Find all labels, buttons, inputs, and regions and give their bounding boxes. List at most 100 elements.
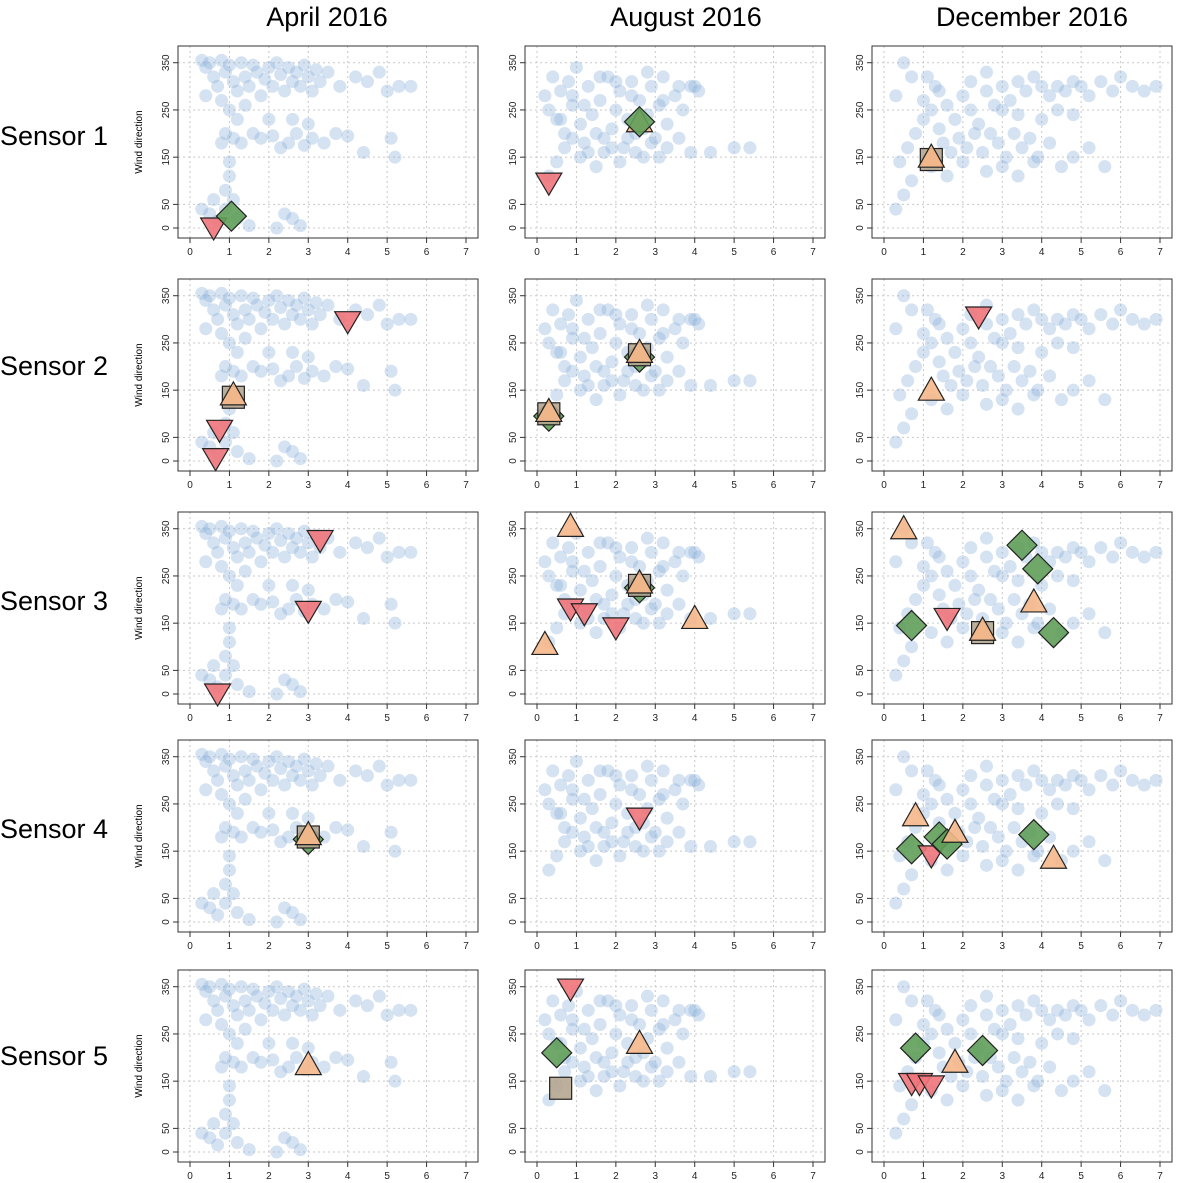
cloud-point	[1094, 308, 1108, 322]
cloud-point	[956, 322, 970, 336]
y-tick-label: 350	[508, 520, 519, 537]
x-tick-label: 7	[810, 480, 816, 491]
cloud-point	[605, 1065, 619, 1079]
cloud-point	[1011, 999, 1025, 1013]
cloud-point	[889, 555, 903, 569]
cloud-point	[964, 999, 978, 1013]
cloud-point	[585, 1032, 599, 1046]
cloud-point	[593, 560, 607, 573]
cloud-point	[309, 757, 323, 771]
cloud-point	[392, 1003, 406, 1017]
cloud-point	[222, 1027, 236, 1041]
markers-r1-c1	[199, 200, 248, 242]
cloud-point	[956, 555, 970, 569]
x-tick-label: 2	[613, 480, 619, 491]
x-tick-label: 6	[1118, 247, 1124, 258]
y-tick-label: 350	[855, 520, 866, 537]
cloud-point	[199, 89, 213, 103]
cloud-point	[222, 849, 236, 863]
cloud-point	[546, 764, 560, 778]
cloud-point	[644, 1003, 658, 1017]
cloud-point	[1007, 1051, 1021, 1065]
cloud-point	[222, 797, 236, 811]
cloud-point	[1066, 1074, 1080, 1088]
cloud-point	[542, 1027, 556, 1041]
x-tick-label: 4	[345, 1171, 351, 1182]
cloud-point	[897, 750, 911, 764]
cloud-point	[550, 155, 564, 169]
y-tick-label: 250	[161, 334, 172, 351]
cloud-point	[203, 522, 217, 536]
cloud-point	[905, 1098, 919, 1112]
cloud-point	[660, 350, 674, 364]
cloud-point	[1007, 593, 1021, 607]
x-tick-label: 0	[881, 247, 887, 258]
x-tick-label: 6	[424, 1171, 430, 1182]
marker-down-triangle	[534, 172, 563, 197]
cloud-point	[636, 150, 650, 164]
cloud-point	[207, 70, 221, 84]
cloud-point	[246, 127, 260, 141]
cloud-point	[270, 221, 284, 235]
cloud-point	[987, 1022, 1001, 1036]
cloud-point	[293, 685, 307, 699]
cloud-point	[948, 345, 962, 359]
y-tick-label: 50	[855, 664, 866, 676]
cloud-point	[1058, 84, 1072, 98]
cloud-point	[356, 1069, 370, 1083]
y-tick-label: 150	[855, 148, 866, 165]
cloud-point	[1050, 79, 1064, 93]
cloud-point	[349, 994, 363, 1008]
cloud-point	[656, 788, 670, 801]
cloud-point	[1003, 788, 1017, 801]
cloud-point	[329, 821, 343, 835]
cloud-point	[293, 545, 307, 559]
cloud-point	[960, 607, 974, 621]
cloud-point	[230, 806, 244, 820]
cloud-point	[262, 60, 276, 74]
cloud-point	[1027, 70, 1041, 84]
cloud-point	[278, 550, 292, 564]
cloud-point	[593, 994, 607, 1008]
marker-up-triangle	[680, 604, 709, 630]
x-tick-label: 1	[921, 247, 927, 258]
cloud-point	[262, 1036, 276, 1050]
cloud-point	[1015, 374, 1029, 388]
marker-diamond	[895, 832, 928, 865]
cloud-point	[987, 792, 1001, 806]
cloud-point	[266, 595, 280, 609]
x-tick-label: 6	[771, 1171, 777, 1182]
panel-r1-c3: 0 1 2 3 4 5 6 7 0 50 150 250 350	[855, 45, 1173, 258]
cloud-point	[1125, 545, 1139, 559]
cloud-point	[215, 747, 229, 761]
cloud-point	[905, 868, 919, 882]
y-tick-label: 50	[161, 1122, 172, 1134]
cloud-point	[1023, 364, 1037, 378]
cloud-point	[538, 322, 552, 336]
cloud-point	[550, 849, 564, 863]
cloud-point	[554, 778, 568, 792]
cloud-point	[262, 578, 276, 592]
y-tick-label: 0	[855, 691, 866, 697]
marker-up-triangle	[901, 801, 930, 827]
x-tick-label: 3	[653, 1171, 659, 1182]
cloud-point	[585, 341, 599, 355]
cloud-point	[743, 835, 757, 849]
cloud-point	[234, 522, 248, 536]
y-tick-label: 350	[855, 287, 866, 304]
cloud-point	[676, 569, 690, 583]
cloud-point	[905, 536, 919, 550]
cloud-point	[282, 1060, 296, 1074]
cloud-point	[226, 364, 240, 378]
cloud-point	[1082, 1065, 1096, 1079]
cloud-point	[613, 1008, 627, 1022]
cloud-point	[195, 286, 209, 300]
x-tick-label: 6	[424, 480, 430, 491]
cloud-point	[597, 145, 611, 159]
cloud-point	[573, 844, 587, 858]
cloud-point	[581, 378, 595, 392]
cloud-point	[889, 202, 903, 216]
x-tick-label: 7	[1157, 480, 1163, 491]
cloud-point	[743, 607, 757, 621]
cloud-point	[593, 788, 607, 801]
